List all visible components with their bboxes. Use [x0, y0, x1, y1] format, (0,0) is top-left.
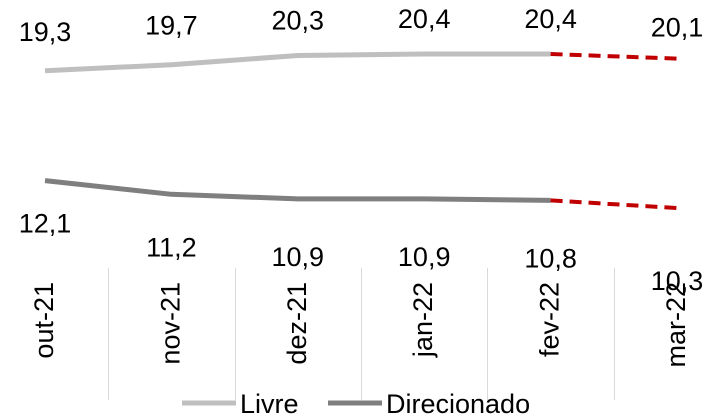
series-layer	[44, 51, 678, 210]
data-label-livre-2: 20,3	[272, 6, 325, 36]
data-label-livre-5: 20,1	[651, 13, 704, 43]
data-label-direcionado-3: 10,9	[398, 242, 451, 272]
data-label-livre-0: 19,3	[19, 17, 72, 47]
data-label-direcionado-0: 12,1	[19, 209, 72, 239]
data-label-direcionado-1: 11,2	[146, 232, 197, 262]
data-label-direcionado-5: 10,3	[651, 266, 704, 296]
series-line-livre	[44, 51, 551, 74]
series-projection-direcionado	[550, 198, 678, 210]
x-axis: out-21 nov-21 dez-21 jan-22 fev-22 mar-22	[29, 268, 691, 400]
x-tick-label: fev-22	[535, 282, 565, 357]
data-label-livre-1: 19,7	[145, 11, 198, 41]
legend-label-direcionado: Direcionado	[386, 389, 530, 417]
x-tick-label: out-21	[29, 282, 59, 359]
x-tick-label: dez-21	[282, 282, 312, 365]
data-label-livre-3: 20,4	[398, 4, 451, 34]
x-tick-label: nov-21	[155, 282, 185, 365]
legend: Livre Direcionado	[182, 389, 530, 417]
data-label-livre-4: 20,4	[524, 4, 577, 34]
series-line-direcionado	[44, 178, 551, 203]
data-label-direcionado-2: 10,9	[272, 242, 325, 272]
data-label-direcionado-4: 10,8	[524, 243, 577, 273]
x-tick-label: mar-22	[661, 282, 691, 368]
data-label-layer: 19,3 19,7 20,3 20,4 20,4 20,1 12,1 11,2 10,9 10,9…	[19, 4, 704, 296]
legend-label-livre: Livre	[240, 389, 299, 417]
series-projection-livre	[550, 52, 678, 61]
x-tick-label: jan-22	[408, 282, 438, 358]
